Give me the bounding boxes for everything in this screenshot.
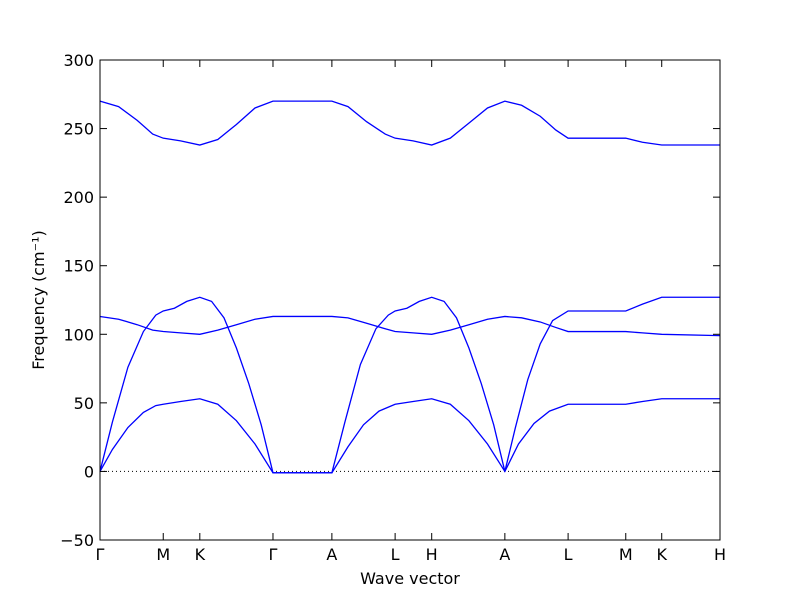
x-tick-label-5: L — [391, 545, 400, 564]
x-tick-label-1: M — [156, 545, 170, 564]
band-line-1 — [99, 100, 720, 146]
plot-frame — [99, 59, 721, 541]
y-tick-label-7: 300 — [63, 51, 94, 70]
x-tick-label-2: K — [195, 545, 206, 564]
y-tick-label-2: 50 — [74, 394, 94, 413]
x-tick-label-9: M — [619, 545, 633, 564]
x-axis-title: Wave vector — [360, 569, 460, 588]
band-line-2 — [99, 315, 721, 337]
band-line-4 — [99, 398, 720, 474]
band-line-3 — [99, 296, 720, 474]
x-tick-label-10: K — [656, 545, 667, 564]
y-axis-title: Frequency (cm⁻¹) — [29, 230, 48, 369]
x-tick-label-0: Γ — [96, 545, 105, 564]
x-tick-label-3: Γ — [269, 545, 278, 564]
y-tick-label-4: 150 — [63, 257, 94, 276]
y-tick-label-3: 100 — [63, 325, 94, 344]
x-tick-label-8: L — [564, 545, 573, 564]
y-tick-label-6: 250 — [63, 120, 94, 139]
x-tick-label-11: H — [714, 545, 726, 564]
x-tick-label-6: H — [426, 545, 438, 564]
x-tick-label-7: A — [499, 545, 510, 564]
y-tick-label-5: 200 — [63, 188, 94, 207]
x-tick-label-4: A — [326, 545, 337, 564]
y-tick-label-0: −50 — [60, 531, 94, 550]
y-tick-label-1: 0 — [84, 462, 94, 481]
